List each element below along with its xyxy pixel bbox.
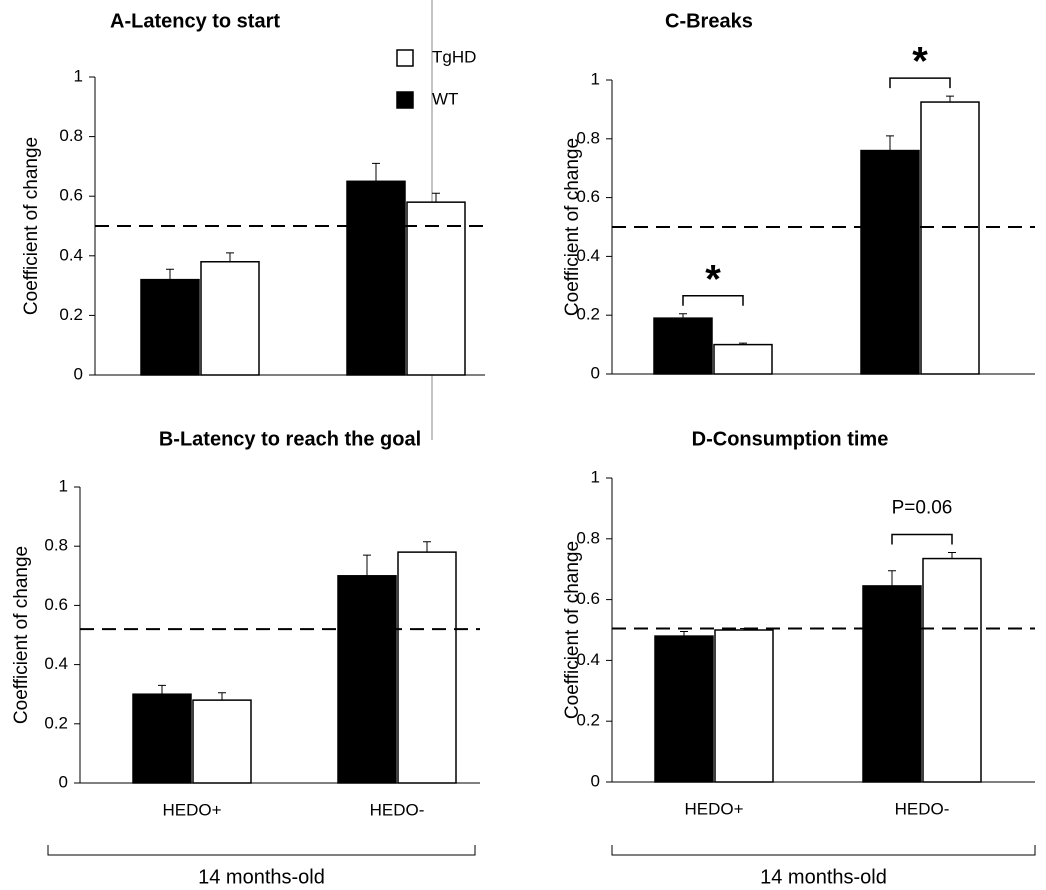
significance-bracket bbox=[891, 533, 953, 545]
bar bbox=[654, 635, 714, 783]
bar bbox=[397, 551, 457, 784]
error-bar bbox=[432, 192, 440, 203]
chart-title: C-Breaks bbox=[665, 10, 753, 32]
error-bar bbox=[946, 95, 954, 103]
x-tick-label: HEDO- bbox=[895, 799, 950, 818]
legend-swatch bbox=[396, 91, 414, 109]
error-bar bbox=[739, 342, 747, 345]
y-tick-label: 0 bbox=[74, 364, 83, 383]
bar bbox=[140, 278, 200, 376]
legend-label: WT bbox=[432, 89, 458, 108]
y-tick-label: 0 bbox=[59, 772, 68, 791]
annotation: * bbox=[912, 40, 928, 84]
bar bbox=[713, 343, 773, 375]
x-tick-label: HEDO+ bbox=[162, 800, 221, 819]
error-bar bbox=[423, 541, 431, 553]
y-tick-label: 0.2 bbox=[59, 305, 83, 324]
bar bbox=[653, 317, 713, 375]
x-tick-label: HEDO+ bbox=[684, 799, 743, 818]
annotation: P=0.06 bbox=[892, 497, 953, 518]
chart-title: A-Latency to start bbox=[110, 10, 280, 32]
bar bbox=[132, 693, 192, 784]
y-tick-label: 0.2 bbox=[576, 305, 600, 324]
y-axis-label: Coefficient of change bbox=[562, 138, 583, 316]
y-tick-label: 0 bbox=[591, 363, 600, 382]
y-axis-label: Coefficient of change bbox=[562, 541, 583, 719]
x-tick-label: HEDO- bbox=[370, 800, 425, 819]
y-tick-label: 0.6 bbox=[576, 589, 600, 608]
y-tick-label: 0.2 bbox=[44, 713, 68, 732]
y-tick-label: 0.6 bbox=[59, 186, 83, 205]
legend-swatch bbox=[396, 49, 414, 67]
bar bbox=[346, 180, 406, 376]
bar bbox=[920, 101, 980, 375]
y-tick-label: 0 bbox=[591, 771, 600, 790]
y-axis-label: Coefficient of change bbox=[11, 546, 32, 724]
error-bar bbox=[158, 684, 166, 695]
significance-bracket bbox=[682, 294, 744, 306]
chart-title: B-Latency to reach the goal bbox=[159, 428, 421, 450]
x-axis-label: 14 months-old bbox=[760, 866, 887, 888]
y-tick-label: 0.4 bbox=[576, 246, 600, 265]
error-bar bbox=[218, 692, 226, 701]
y-tick-label: 0.4 bbox=[44, 654, 68, 673]
error-bar bbox=[363, 554, 371, 576]
legend-label: TgHD bbox=[432, 47, 476, 66]
y-tick-label: 0.8 bbox=[44, 536, 68, 555]
bar bbox=[200, 261, 260, 376]
x-bracket bbox=[611, 845, 1036, 856]
error-bar bbox=[888, 570, 896, 586]
bar bbox=[862, 585, 922, 783]
y-axis-label: Coefficient of change bbox=[21, 137, 42, 315]
y-tick-label: 0.6 bbox=[576, 187, 600, 206]
x-axis-label: 14 months-old bbox=[198, 866, 325, 888]
y-tick-label: 0.8 bbox=[576, 528, 600, 547]
bar bbox=[714, 629, 774, 783]
chart-title: D-Consumption time bbox=[692, 428, 889, 450]
y-tick-label: 1 bbox=[591, 69, 600, 88]
y-tick-label: 0.8 bbox=[59, 126, 83, 145]
error-bar bbox=[886, 135, 894, 151]
bar bbox=[922, 557, 982, 783]
error-bar bbox=[166, 268, 174, 280]
y-tick-label: 1 bbox=[74, 66, 83, 85]
y-tick-label: 1 bbox=[59, 476, 68, 495]
x-bracket bbox=[47, 845, 476, 856]
y-tick-label: 0.4 bbox=[576, 650, 600, 669]
error-bar bbox=[226, 252, 234, 262]
bar bbox=[192, 699, 252, 784]
significance-bracket bbox=[889, 77, 951, 89]
error-bar bbox=[948, 551, 956, 559]
y-tick-label: 0.4 bbox=[59, 245, 83, 264]
y-tick-label: 0.8 bbox=[576, 128, 600, 147]
error-bar bbox=[679, 313, 687, 319]
error-bar bbox=[680, 631, 688, 637]
y-tick-label: 0.2 bbox=[576, 711, 600, 730]
error-bar bbox=[372, 162, 380, 182]
y-tick-label: 0.6 bbox=[44, 595, 68, 614]
y-tick-label: 1 bbox=[591, 467, 600, 486]
annotation: * bbox=[705, 257, 721, 301]
bar bbox=[406, 201, 466, 376]
bar bbox=[337, 575, 397, 784]
bar bbox=[860, 149, 920, 375]
